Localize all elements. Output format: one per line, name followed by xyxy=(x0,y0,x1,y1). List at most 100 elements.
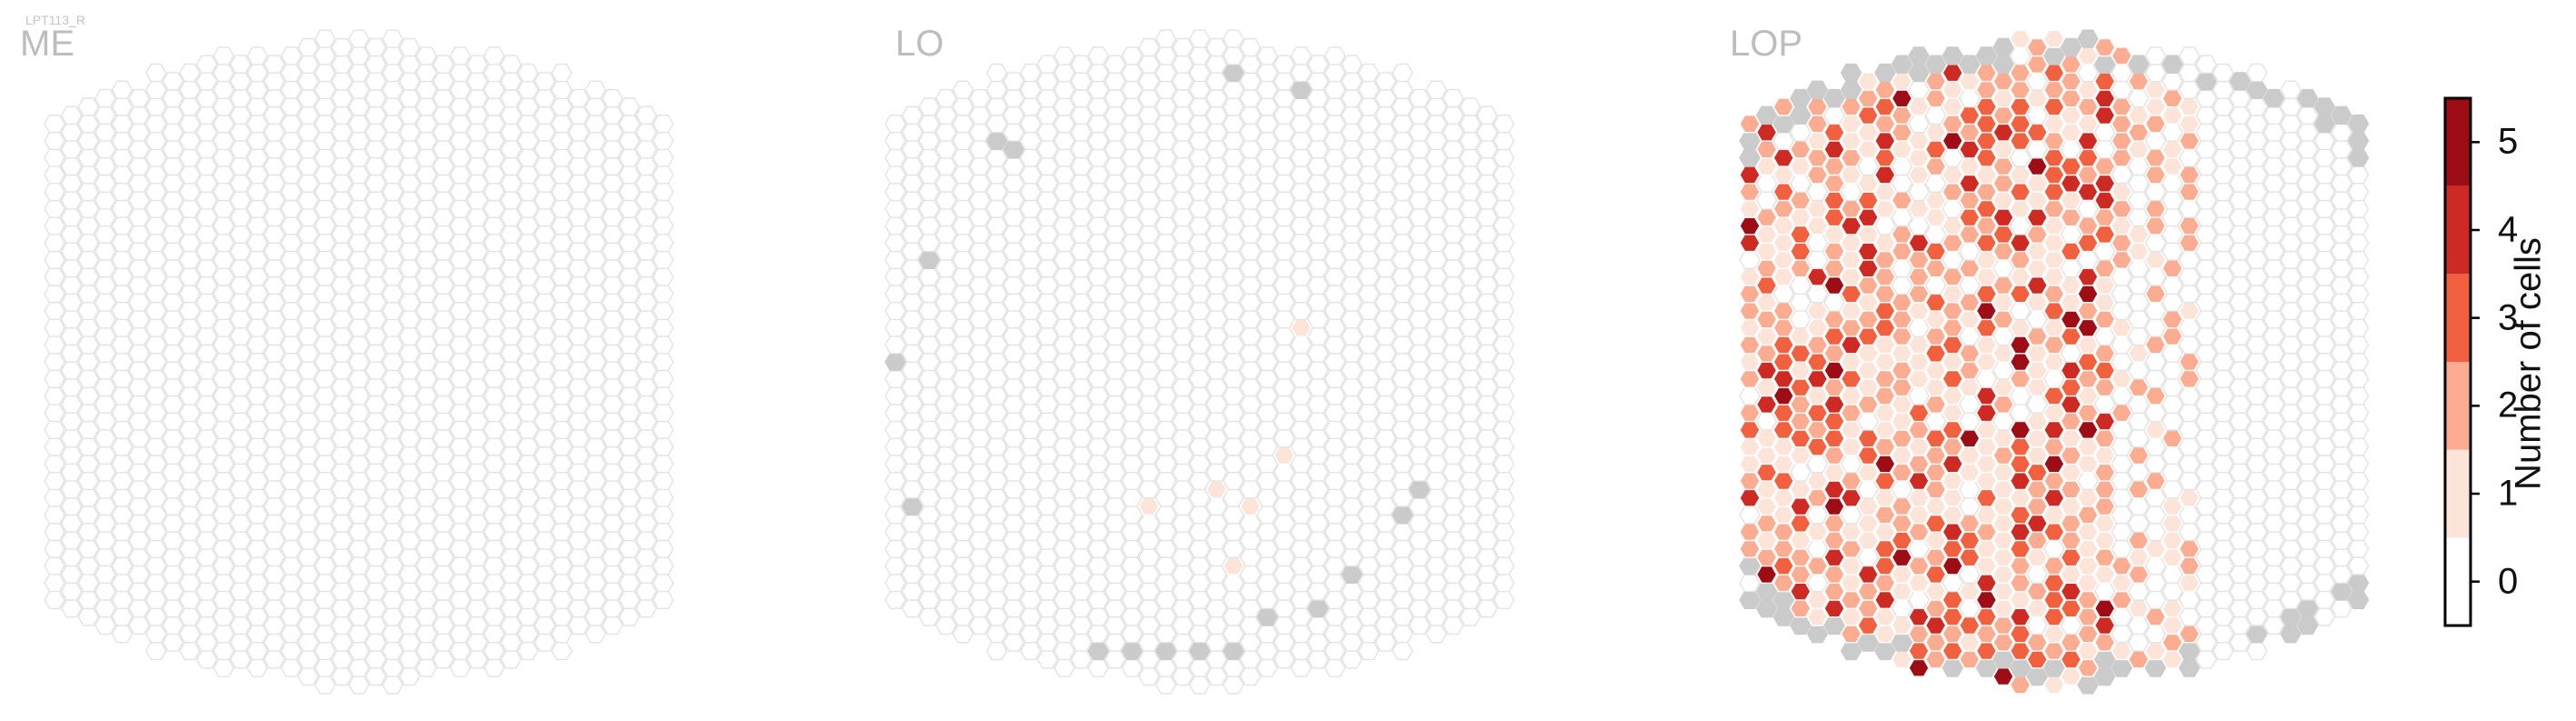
hex-cell xyxy=(601,547,624,567)
hex-cell xyxy=(2077,573,2099,593)
hex-cell xyxy=(1789,496,1812,516)
hex-cell xyxy=(1442,139,1464,159)
hex-cell xyxy=(2331,531,2352,550)
hex-cell xyxy=(2144,420,2167,439)
hex-cell xyxy=(1239,258,1262,278)
hex-cell xyxy=(1739,539,1761,558)
hex-cell xyxy=(618,352,641,372)
hex-cell xyxy=(2246,182,2268,202)
hex-cell xyxy=(1070,582,1093,601)
hex-cell xyxy=(2296,310,2319,329)
hex-cell xyxy=(1188,607,1211,626)
hex-cell xyxy=(1958,123,1981,142)
hex-cell xyxy=(280,352,303,372)
hex-cell xyxy=(2127,616,2150,636)
hex-cell xyxy=(934,105,957,125)
hex-cell xyxy=(382,369,404,388)
hex-cell xyxy=(2093,275,2116,295)
hex-cell xyxy=(1425,420,1448,439)
hex-cell xyxy=(398,344,421,363)
hex-cell xyxy=(178,539,201,558)
hex-cell xyxy=(2026,377,2049,397)
hex-cell xyxy=(1273,531,1295,550)
hex-cell xyxy=(884,352,906,372)
hex-cell xyxy=(398,139,421,159)
hex-cell xyxy=(178,199,201,218)
hex-cell xyxy=(516,148,539,167)
hex-cell xyxy=(1223,676,1244,695)
hex-cell xyxy=(44,165,65,185)
hex-cell xyxy=(2009,199,2032,218)
hex-cell xyxy=(952,369,974,388)
hex-cell xyxy=(1003,480,1025,499)
hex-cell xyxy=(60,258,83,278)
hex-cell xyxy=(1138,616,1160,636)
hex-cell xyxy=(2195,633,2218,652)
hex-cell xyxy=(934,377,957,397)
hex-cell xyxy=(178,335,201,355)
hex-cell xyxy=(1476,344,1498,363)
hex-cell xyxy=(1087,590,1110,609)
hex-cell xyxy=(111,182,134,202)
hex-cell xyxy=(347,506,370,525)
hex-cell xyxy=(2144,250,2167,269)
hex-cell xyxy=(1003,377,1025,397)
hex-cell xyxy=(2246,539,2268,558)
hex-cell xyxy=(1121,658,1143,677)
hex-cell xyxy=(2162,412,2183,431)
hex-cell xyxy=(2212,250,2234,269)
hex-cell xyxy=(1789,88,1812,108)
hex-cell xyxy=(1772,522,1795,542)
hex-cell xyxy=(2229,565,2252,584)
hex-cell xyxy=(635,531,657,550)
hex-cell xyxy=(162,258,185,278)
hex-cell xyxy=(2162,105,2183,125)
hex-cell xyxy=(2026,395,2049,414)
hex-cell xyxy=(466,514,488,533)
hex-cell xyxy=(2195,174,2218,193)
hex-cell xyxy=(1374,616,1397,636)
hex-cell xyxy=(1840,148,1862,167)
hex-cell xyxy=(145,403,167,423)
hex-cell xyxy=(969,446,991,466)
hex-cell xyxy=(415,556,438,576)
hex-cell xyxy=(2212,369,2234,388)
hex-cell xyxy=(901,123,924,142)
hex-cell xyxy=(1942,114,1964,134)
hex-cell xyxy=(1891,310,1913,329)
hex-cell xyxy=(1121,318,1143,337)
hex-cell xyxy=(60,156,83,176)
hex-cell xyxy=(901,531,924,550)
hex-cell xyxy=(1341,496,1363,516)
hex-cell xyxy=(1172,174,1194,193)
hex-cell xyxy=(1789,412,1812,431)
hex-cell xyxy=(1425,301,1448,321)
hex-cell xyxy=(314,556,336,576)
hex-cell xyxy=(2009,420,2032,439)
hex-cell xyxy=(1493,488,1515,507)
hex-cell xyxy=(985,131,1008,151)
hex-cell xyxy=(1459,148,1482,167)
hex-cell xyxy=(1239,123,1262,142)
hex-cell xyxy=(934,225,957,244)
hex-cell xyxy=(2093,463,2116,482)
hex-cell xyxy=(449,556,472,576)
hex-cell xyxy=(1739,131,1761,151)
hex-cell xyxy=(1755,207,1778,227)
hex-cell xyxy=(1036,225,1059,244)
hex-cell xyxy=(1019,455,1042,474)
hex-cell xyxy=(297,310,319,329)
hex-cell xyxy=(145,148,167,167)
hex-cell xyxy=(1806,420,1829,439)
hex-cell xyxy=(1036,514,1059,533)
hex-cell xyxy=(1154,318,1177,337)
hex-cell xyxy=(2144,590,2167,609)
hex-cell xyxy=(1840,352,1862,372)
hex-cell xyxy=(551,285,573,304)
hex-cell xyxy=(60,496,83,516)
hex-cell xyxy=(1307,174,1329,193)
hex-cell xyxy=(145,182,167,202)
hex-cell xyxy=(1908,455,1930,474)
hex-cell xyxy=(918,301,941,321)
hex-cell xyxy=(1003,412,1025,431)
